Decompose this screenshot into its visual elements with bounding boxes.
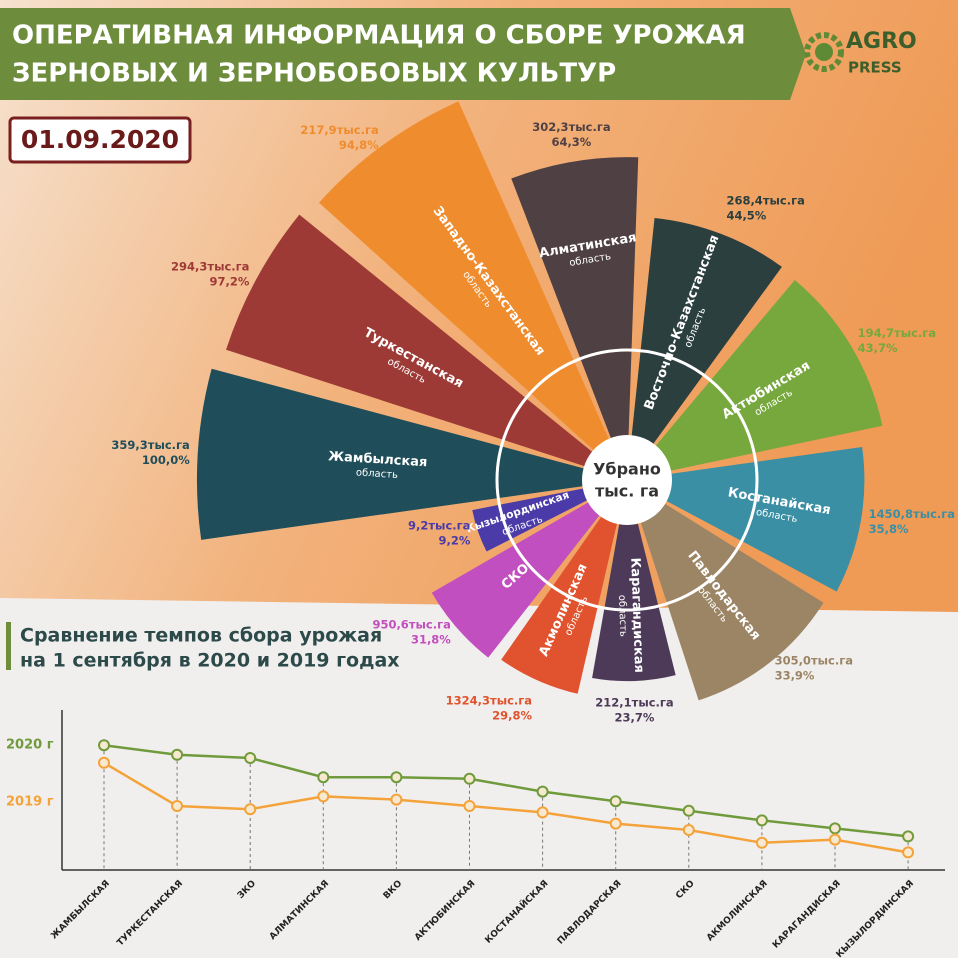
harvest-label: 217,9тыс.га: [300, 123, 378, 137]
value-label: 43,7%: [858, 341, 898, 355]
logo-text: AGRO: [846, 29, 917, 54]
series-point: [829, 822, 841, 835]
series-label: 2020 г: [6, 738, 54, 753]
ring: [495, 348, 759, 612]
series-line: [103, 743, 909, 838]
series-point: [244, 752, 257, 764]
series-point: [390, 771, 403, 784]
harvest-label: 1450,8тыс.га: [869, 507, 955, 521]
sector: [501, 480, 627, 694]
harvest-label: 212,1тыс.га: [595, 695, 673, 709]
line-chart-title: на 1 сентября в 2020 и 2019 годах: [20, 650, 400, 672]
value-label: 23,7%: [615, 710, 655, 724]
logo-gear: [804, 32, 844, 72]
logo-text: PRESS: [848, 59, 902, 77]
value-label: 64,3%: [551, 135, 591, 149]
series-point: [682, 804, 695, 817]
line-chart-title: Сравнение темпов сбора урожая: [20, 625, 382, 647]
series-point: [902, 846, 915, 859]
series-point: [171, 748, 184, 761]
series-point: [463, 800, 476, 812]
series-point: [829, 833, 841, 846]
series-point: [755, 836, 768, 849]
sector: [196, 368, 627, 540]
series-point: [536, 806, 549, 819]
harvest-label: 1324,3тыс.га: [446, 694, 532, 708]
sector-name: Карагандиская: [627, 557, 646, 673]
series-point: [98, 739, 110, 752]
section-marker: [6, 622, 11, 670]
harvest-label: 359,3тыс.га: [111, 438, 189, 452]
value-label: 29,8%: [492, 709, 532, 723]
value-label: 94,8%: [339, 138, 379, 152]
sector-sublabel: область: [616, 595, 628, 637]
center-circle: [582, 435, 672, 525]
series-point: [536, 785, 549, 798]
series-point: [244, 803, 257, 816]
series-point: [609, 795, 622, 808]
value-label: 31,8%: [411, 633, 451, 647]
series-point: [463, 772, 476, 785]
sector: [592, 480, 676, 682]
header-banner: [0, 8, 806, 100]
harvest-label: 9,2тыс.га: [408, 518, 470, 532]
sector: [226, 214, 627, 480]
sector: [627, 217, 782, 480]
series-line: [103, 761, 909, 854]
sector: [627, 446, 865, 592]
center-label: тыс. га: [595, 482, 659, 501]
series-point: [902, 830, 915, 843]
sector-sublabel: область: [356, 467, 399, 481]
header-title: ЗЕРНОВЫХ И ЗЕРНОБОБОВЫХ КУЛЬТУР: [12, 59, 616, 89]
sector-name: Жамбылская: [328, 449, 428, 470]
harvest-label: 194,7тыс.га: [858, 326, 936, 340]
series-point: [755, 814, 768, 827]
harvest-label: 294,3тыс.га: [171, 260, 249, 274]
center-label: Убрано: [593, 460, 661, 479]
harvest-label: 302,3тыс.га: [532, 120, 610, 134]
series-point: [171, 800, 184, 812]
date-box: [8, 116, 192, 164]
series-point: [609, 817, 622, 830]
sector: [511, 157, 639, 480]
value-label: 9,2%: [439, 533, 471, 547]
date: 01.09.2020: [21, 125, 179, 154]
harvest-label: 305,0тыс.га: [775, 653, 853, 667]
logo: AGRO PRESS: [804, 29, 917, 77]
value-label: 35,8%: [869, 522, 909, 536]
value-label: 100,0%: [142, 453, 190, 467]
series-point: [317, 790, 330, 803]
logo-gear-core: [815, 43, 833, 61]
value-label: 33,9%: [775, 668, 815, 682]
series-point: [98, 756, 110, 769]
header-title: ОПЕРАТИВНАЯ ИНФОРМАЦИЯ О СБОРЕ УРОЖАЯ: [12, 21, 746, 51]
series-point: [317, 771, 330, 784]
sector: [431, 480, 627, 658]
harvest-label: 268,4тыс.га: [726, 193, 804, 207]
harvest-label: 950,6тыс.га: [372, 618, 450, 632]
sector: [627, 279, 883, 480]
series-label: 2019 г: [6, 795, 54, 810]
series-point: [390, 793, 403, 806]
value-label: 97,2%: [210, 275, 250, 289]
sector: [627, 480, 824, 701]
value-label: 44,5%: [726, 208, 766, 222]
series-point: [682, 824, 695, 836]
sector: [319, 101, 627, 481]
